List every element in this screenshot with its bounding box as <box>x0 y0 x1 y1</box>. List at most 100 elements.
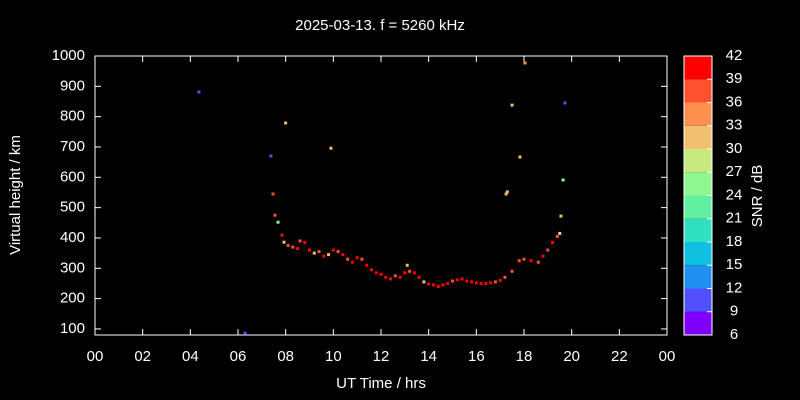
data-point <box>384 275 388 279</box>
x-axis-label: UT Time / hrs <box>336 375 426 392</box>
data-point <box>561 178 565 182</box>
y-axis-label: Virtual height / km <box>7 135 24 255</box>
data-point <box>551 241 555 245</box>
data-point <box>291 245 295 249</box>
colorbar-block <box>684 56 712 80</box>
data-point <box>417 275 421 279</box>
y-tick-label: 700 <box>60 138 85 155</box>
colorbar-tick-label: 12 <box>726 279 743 296</box>
x-tick-label: 04 <box>182 348 199 365</box>
data-point <box>280 233 284 237</box>
y-tick-label: 300 <box>60 259 85 276</box>
y-tick-label: 400 <box>60 229 85 246</box>
data-point <box>563 101 567 105</box>
data-point <box>441 283 445 287</box>
colorbar-block <box>684 218 712 242</box>
data-point <box>479 281 483 285</box>
data-point <box>522 257 526 261</box>
colorbar-tick-label: 36 <box>726 93 743 110</box>
x-tick-label: 18 <box>516 348 533 365</box>
data-point <box>412 271 416 275</box>
x-tick-label: 08 <box>277 348 294 365</box>
data-point <box>455 278 459 282</box>
data-point <box>308 248 311 252</box>
data-point <box>296 247 300 251</box>
data-point <box>269 154 273 158</box>
data-point <box>555 234 559 238</box>
x-tick-label: 16 <box>468 348 485 365</box>
data-point <box>360 257 364 261</box>
colorbar-block <box>684 195 712 219</box>
y-tick-label: 600 <box>60 168 85 185</box>
y-tick-label: 500 <box>60 199 85 216</box>
data-point <box>498 278 502 282</box>
data-point <box>374 271 378 275</box>
x-tick-label: 20 <box>563 348 580 365</box>
colorbar-block <box>684 172 712 196</box>
colorbar-label: SNR / dB <box>749 165 766 228</box>
data-point <box>504 192 508 196</box>
data-point <box>350 260 354 264</box>
x-tick-label: 02 <box>134 348 151 365</box>
data-point <box>341 253 345 257</box>
data-point <box>286 244 290 248</box>
data-point <box>327 253 331 257</box>
colorbar-tick-label: 27 <box>726 163 743 180</box>
y-tick-label: 900 <box>60 77 85 94</box>
data-point <box>197 90 201 94</box>
colorbar-block <box>684 102 712 126</box>
data-point <box>431 283 435 287</box>
data-point <box>536 260 540 264</box>
colorbar-tick-label: 6 <box>730 326 738 343</box>
colorbar-tick-label: 39 <box>726 70 743 87</box>
colorbar-tick-label: 21 <box>726 210 743 227</box>
colorbar-block <box>684 265 712 289</box>
data-point <box>276 220 280 224</box>
data-point <box>451 279 454 283</box>
data-point <box>460 277 464 281</box>
y-tick-label: 200 <box>60 290 85 307</box>
data-point <box>510 269 514 273</box>
data-point <box>365 263 369 267</box>
data-point <box>422 280 426 284</box>
data-point <box>282 240 286 244</box>
data-point <box>517 259 521 263</box>
colorbar-block <box>684 149 712 173</box>
x-tick-label: 06 <box>230 348 247 365</box>
colorbar-tick-label: 9 <box>730 303 738 320</box>
data-point <box>523 61 527 65</box>
data-point <box>518 155 522 159</box>
data-point <box>403 271 407 275</box>
data-point <box>393 274 397 278</box>
data-point <box>546 248 550 252</box>
data-point <box>408 269 412 273</box>
x-tick-label: 14 <box>420 348 437 365</box>
y-tick-label: 100 <box>60 320 85 337</box>
colorbar-block <box>684 242 712 266</box>
data-point <box>484 281 488 285</box>
data-point <box>510 103 514 107</box>
chart-title: 2025-03-13. f = 5260 kHz <box>295 17 465 34</box>
data-point <box>465 279 469 283</box>
colorbar-block <box>684 125 712 149</box>
y-tick-label: 1000 <box>52 47 85 64</box>
data-point <box>398 275 402 279</box>
x-tick-label: 12 <box>373 348 390 365</box>
data-point <box>329 146 333 150</box>
data-point <box>322 254 326 258</box>
data-point <box>470 280 474 284</box>
data-point <box>284 121 288 125</box>
colorbar-block <box>684 79 712 103</box>
data-point <box>436 284 440 288</box>
colorbar-tick-label: 15 <box>726 256 743 273</box>
colorbar-block <box>684 311 712 335</box>
data-point <box>273 213 277 217</box>
data-point <box>505 190 509 194</box>
data-point <box>529 259 533 263</box>
data-point <box>336 250 340 254</box>
data-point <box>303 241 307 245</box>
data-point <box>355 256 359 260</box>
data-point <box>541 254 545 258</box>
